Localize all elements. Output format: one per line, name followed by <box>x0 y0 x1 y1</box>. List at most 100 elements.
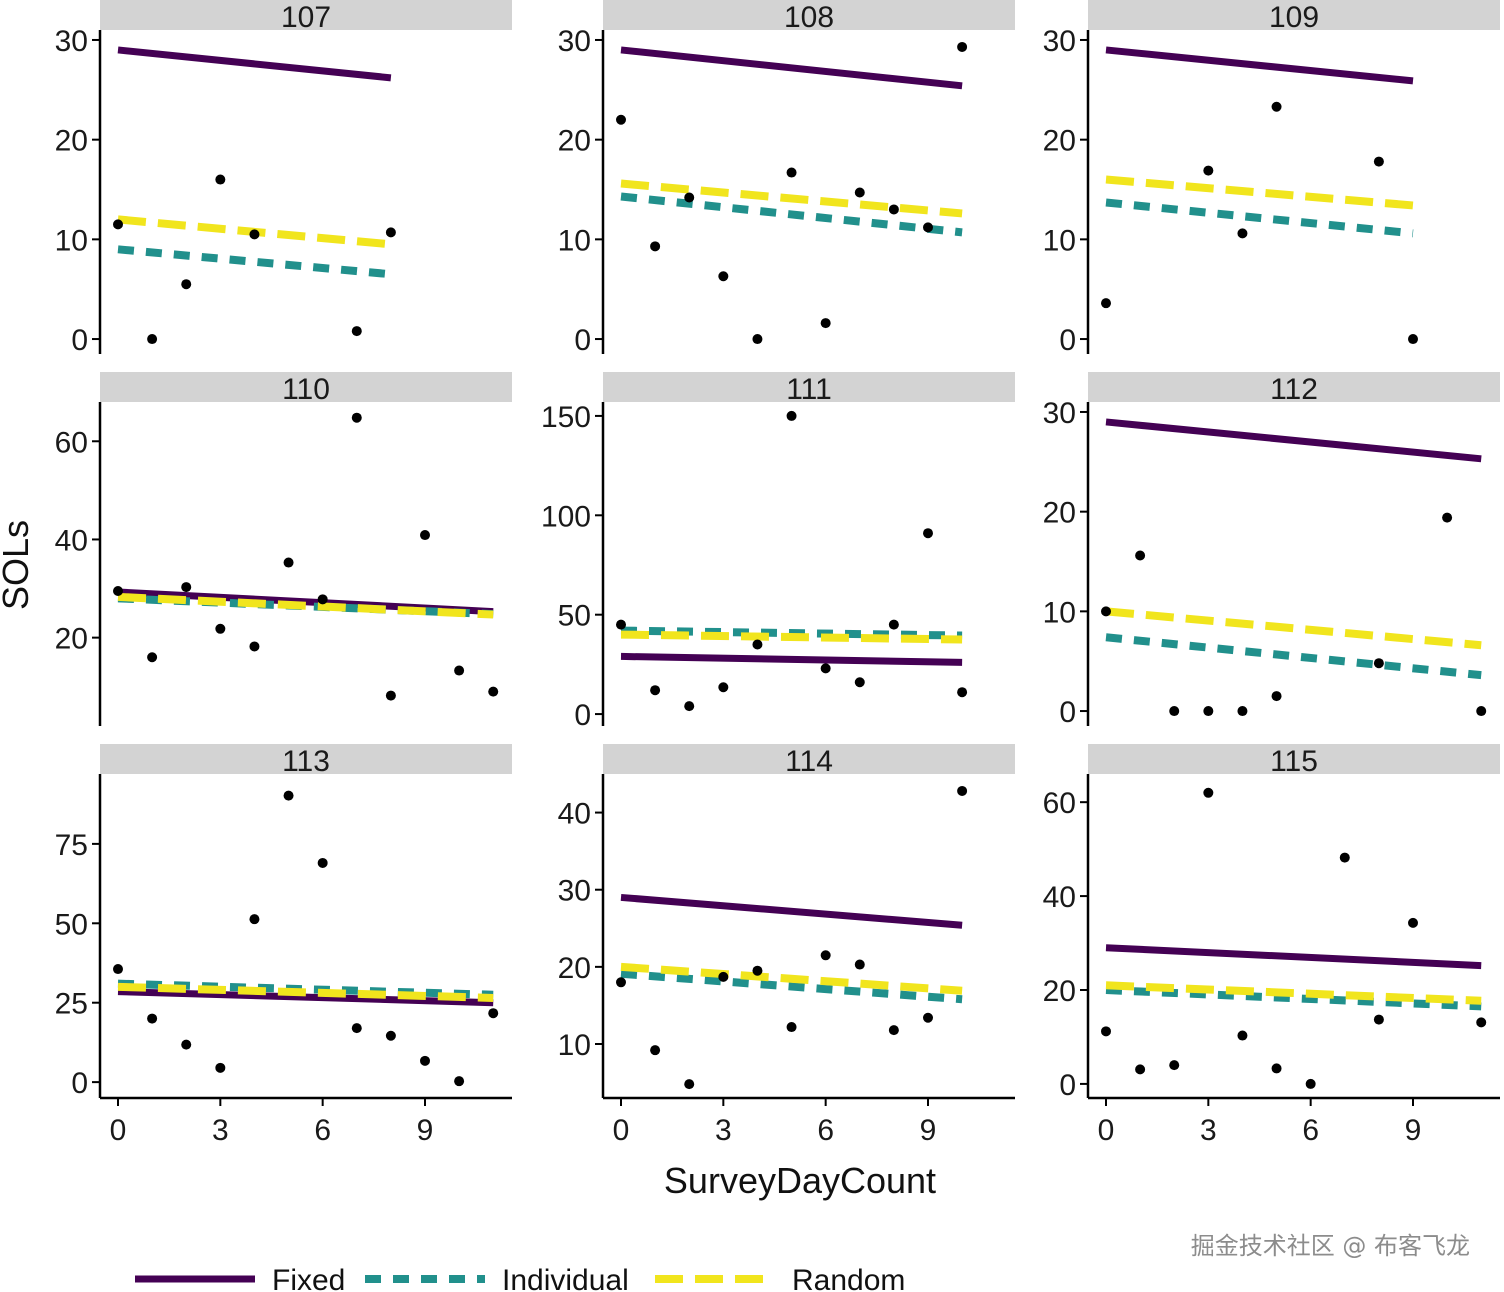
y-tick-label: 60 <box>1043 787 1076 820</box>
individual-line <box>620 969 963 1004</box>
strip-background <box>1088 372 1500 402</box>
y-tick-label: 0 <box>1059 696 1076 729</box>
data-point <box>820 318 831 329</box>
data-point <box>1476 1017 1487 1028</box>
data-point <box>317 594 328 605</box>
data-point <box>488 1008 499 1019</box>
y-tick-label: 20 <box>55 623 88 656</box>
fixed-line <box>1105 418 1482 463</box>
strip-background <box>100 372 512 402</box>
data-point <box>1442 512 1453 523</box>
x-tick-label: 0 <box>613 1114 630 1147</box>
data-point <box>786 167 797 178</box>
data-point <box>786 1022 797 1033</box>
legend-label-individual: Individual <box>502 1264 629 1292</box>
x-tick-label: 3 <box>1200 1114 1217 1147</box>
data-point <box>888 619 899 630</box>
data-point <box>147 334 158 345</box>
panel-114: 114 10 20 30 40 0 3 6 9 <box>558 744 1015 1147</box>
data-point <box>684 701 695 712</box>
strip-background <box>603 0 1015 30</box>
data-point <box>888 204 899 215</box>
individual-line <box>1105 986 1482 1011</box>
y-tick-label: 0 <box>1059 324 1076 357</box>
y-tick-label: 50 <box>55 908 88 941</box>
data-point <box>1476 706 1487 717</box>
data-point <box>1271 101 1282 112</box>
y-tick-label: 20 <box>55 125 88 158</box>
data-point <box>488 686 499 697</box>
data-point <box>147 1013 158 1024</box>
data-point <box>684 192 695 203</box>
data-point <box>923 528 933 539</box>
panel-108: 108 0 10 20 30 <box>558 0 1015 357</box>
y-tick-label: 20 <box>1043 125 1076 158</box>
data-point <box>249 641 260 652</box>
data-point <box>718 682 729 693</box>
x-tick-label: 3 <box>715 1114 732 1147</box>
data-point <box>1339 852 1350 863</box>
data-point <box>1169 1060 1180 1071</box>
data-point <box>957 41 968 52</box>
strip-label: 107 <box>281 1 331 34</box>
random-line <box>620 962 963 995</box>
data-point <box>650 1045 661 1056</box>
data-point <box>1135 550 1146 561</box>
strip-label: 115 <box>1270 745 1318 778</box>
strip-label: 112 <box>1270 373 1318 406</box>
x-axis-title: SurveyDayCount <box>664 1160 936 1201</box>
data-point <box>283 790 294 801</box>
data-point <box>1237 706 1248 717</box>
individual-line <box>620 192 963 237</box>
data-point <box>1203 787 1214 798</box>
y-tick-label: 30 <box>1043 25 1076 58</box>
data-point <box>1408 334 1418 345</box>
random-line <box>620 179 963 218</box>
data-point <box>351 326 362 337</box>
data-point <box>283 557 294 568</box>
strip-background <box>603 372 1015 402</box>
data-point <box>1101 1026 1111 1037</box>
data-point <box>1203 706 1214 717</box>
data-point <box>1408 917 1418 928</box>
data-point <box>854 187 865 198</box>
data-point <box>181 279 192 290</box>
y-tick-label: 0 <box>71 324 88 357</box>
data-point <box>786 410 797 421</box>
data-point <box>1237 228 1248 239</box>
data-point <box>684 1079 695 1090</box>
fixed-line <box>117 988 494 1007</box>
strip-background <box>1088 744 1500 774</box>
data-point <box>385 227 396 238</box>
x-tick-label: 9 <box>417 1114 434 1147</box>
y-tick-label: 20 <box>1043 497 1076 530</box>
data-point <box>957 785 968 796</box>
x-tick-label: 6 <box>817 1114 834 1147</box>
data-point <box>181 582 192 593</box>
data-point <box>1169 706 1180 717</box>
data-point <box>385 690 396 701</box>
individual-line <box>1105 633 1482 680</box>
data-point <box>385 1030 396 1041</box>
data-point <box>113 586 123 596</box>
data-point <box>820 663 831 674</box>
data-point <box>249 229 260 240</box>
x-tick-label: 3 <box>212 1114 229 1147</box>
y-tick-label: 30 <box>558 875 591 908</box>
y-tick-label: 150 <box>541 401 591 434</box>
fixed-line <box>620 893 963 929</box>
x-tick-label: 6 <box>314 1114 331 1147</box>
data-point <box>215 174 226 185</box>
y-tick-label: 0 <box>574 699 591 732</box>
y-tick-label: 20 <box>558 125 591 158</box>
strip-label: 111 <box>786 373 832 406</box>
y-tick-label: 75 <box>55 829 88 862</box>
data-point <box>1101 298 1111 309</box>
random-line <box>1105 607 1482 650</box>
data-point <box>1373 156 1384 167</box>
fixed-line <box>1105 944 1482 970</box>
data-point <box>752 965 763 976</box>
data-point <box>317 857 328 868</box>
random-line <box>117 982 494 1002</box>
random-line <box>117 592 494 619</box>
